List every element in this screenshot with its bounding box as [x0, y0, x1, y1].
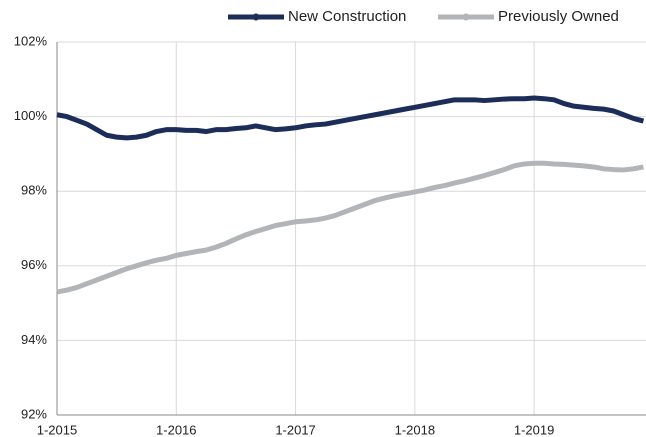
legend-label: New Construction	[288, 8, 406, 25]
x-tick-label: 1-2017	[275, 422, 315, 437]
series-line	[56, 160, 644, 295]
x-tick-label: 1-2019	[514, 422, 554, 437]
legend-label: Previously Owned	[498, 8, 619, 25]
legend-marker	[252, 13, 260, 21]
y-tick-label: 92%	[21, 406, 47, 421]
y-tick-label: 98%	[21, 183, 47, 198]
x-tick-label: 1-2018	[395, 422, 435, 437]
x-tick-label: 1-2016	[156, 422, 196, 437]
series-line	[56, 95, 645, 141]
x-tick-label: 1-2015	[37, 422, 77, 437]
y-tick-label: 100%	[14, 108, 48, 123]
y-tick-label: 96%	[21, 257, 47, 272]
legend-marker	[462, 13, 470, 21]
y-tick-label: 102%	[14, 33, 48, 48]
y-tick-label: 94%	[21, 332, 47, 347]
